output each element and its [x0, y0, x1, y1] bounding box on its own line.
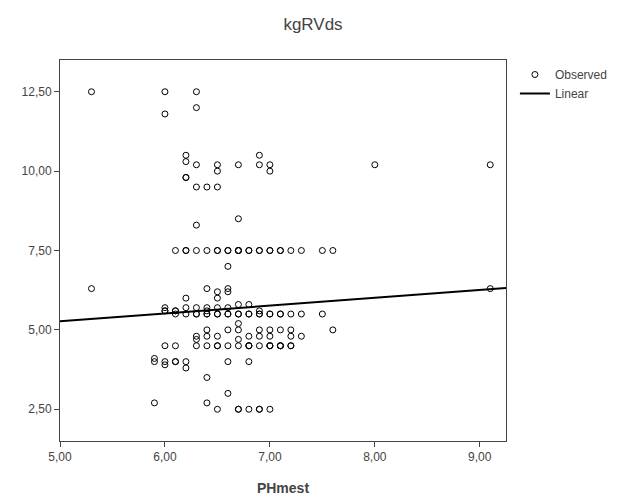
svg-text:9,00: 9,00 [468, 450, 492, 464]
svg-text:8,00: 8,00 [363, 450, 387, 464]
svg-text:6,00: 6,00 [153, 450, 177, 464]
svg-text:12,50: 12,50 [22, 85, 52, 99]
svg-text:10,00: 10,00 [22, 164, 52, 178]
svg-text:5,00: 5,00 [28, 323, 52, 337]
svg-text:kgRVds: kgRVds [283, 15, 342, 34]
svg-text:2,50: 2,50 [28, 402, 52, 416]
svg-text:7,50: 7,50 [28, 244, 52, 258]
svg-text:5,00: 5,00 [48, 450, 72, 464]
svg-text:PHmest: PHmest [257, 480, 309, 496]
svg-text:Linear: Linear [555, 87, 588, 101]
svg-text:Observed: Observed [555, 68, 607, 82]
svg-text:7,00: 7,00 [258, 450, 282, 464]
